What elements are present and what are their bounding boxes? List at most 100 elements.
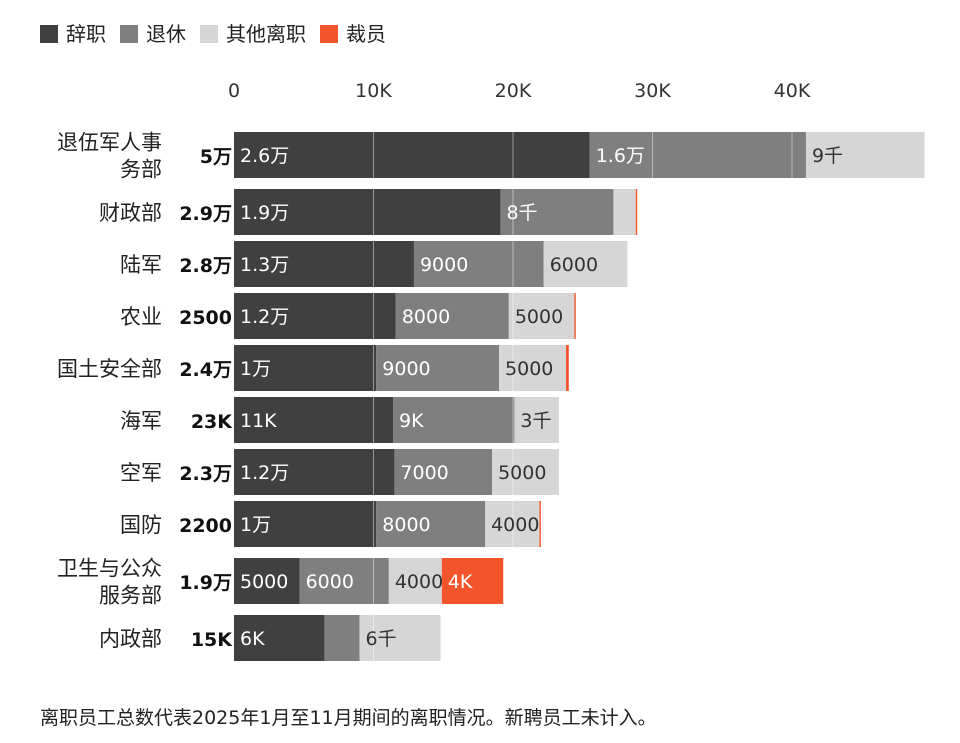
legend-label-2: 其他离职 [226,22,306,46]
x-axis: 0 10K 20K 30K 40K [228,80,811,102]
bar-row5-seg1 [393,397,515,443]
data-label-row8-seg3: 4K [448,571,473,593]
bar-row3-seg3 [574,293,576,339]
category-label-4: 国土安全部 [57,357,162,381]
data-label-row5-seg1: 9K [399,410,424,432]
legend-swatch-3 [320,25,338,43]
total-label-6: 2.3万 [179,463,232,485]
total-label-4: 2.4万 [179,359,232,381]
bar-row5-seg2 [514,397,560,443]
total-label-9: 15K [191,629,233,651]
category-label-7: 国防 [120,513,162,537]
data-label-row0-seg0: 2.6万 [240,145,289,167]
category-label-2: 陆军 [120,253,162,277]
bar-row1-seg3 [635,189,638,235]
legend-swatch-1 [120,25,138,43]
bar-row4-seg3 [566,345,569,391]
bar-row5-seg0 [234,397,394,443]
data-label-row4-seg1: 9000 [382,358,430,380]
bar-row4-seg0 [234,345,377,391]
category-label-0-line0: 退伍军人事 [57,131,162,155]
data-label-row7-seg2: 4000 [491,514,539,536]
data-label-row5-seg2: 3千 [520,410,551,432]
legend-swatch-2 [200,25,218,43]
data-label-row2-seg2: 6000 [550,254,598,276]
bar-row9-seg2 [359,615,441,661]
bar-row7-seg2 [485,501,540,547]
data-label-row7-seg1: 8000 [382,514,430,536]
category-label-9: 内政部 [99,627,162,651]
bar-row7-seg1 [376,501,486,547]
data-label-row4-seg0: 1万 [240,358,271,380]
bar-row7-seg0 [234,501,377,547]
bar-row7-seg3 [539,501,541,547]
total-label-2: 2.8万 [179,255,232,277]
category-label-6: 空军 [120,461,162,485]
bar-row3-seg0 [234,293,396,339]
segment-labels: 2.6万 1.6万 9千 1.9万 8千 1.3万 9000 6000 1.2万 8000 5000… [240,145,843,650]
total-label-0: 5万 [200,146,232,168]
data-label-row7-seg0: 1万 [240,514,271,536]
x-tick-label-3: 30K [634,80,671,102]
legend-swatch-0 [40,25,58,43]
total-label-7: 2200 [179,515,232,537]
bars [234,132,925,661]
stacked-bar-chart: 辞职 退休 其他离职 裁员 2.6万 1.6万 9千 1.9万 8千 1.3万 9000 6000 1… [40,22,925,662]
bar-row6-seg0 [234,449,395,495]
data-label-row8-seg0: 5000 [240,571,288,593]
bar-row8-seg1 [299,558,389,604]
data-label-row6-seg0: 1.2万 [240,462,289,484]
bar-row9-seg0 [234,615,325,661]
data-label-row2-seg0: 1.3万 [240,254,289,276]
data-label-row9-seg0: 6K [240,628,265,650]
data-label-row3-seg2: 5000 [515,306,563,328]
bar-row6-seg2 [492,449,560,495]
bar-row0-seg1 [589,132,806,178]
legend-label-3: 裁员 [346,22,386,46]
bar-row4-seg2 [499,345,567,391]
data-label-row9-seg2: 6千 [366,628,397,650]
bar-row3-seg1 [395,293,509,339]
total-label-8: 1.9万 [179,572,232,594]
bar-row1-seg0 [234,189,501,235]
bar-row9-seg1 [324,615,360,661]
footnote: 离职员工总数代表2025年1月至11月期间的离职情况。新聘员工未计入。 [40,707,657,729]
bar-row2-seg2 [543,241,628,287]
data-label-row3-seg0: 1.2万 [240,306,289,328]
bar-row3-seg2 [508,293,575,339]
bar-row2-seg1 [413,241,544,287]
category-label-5: 海军 [120,409,162,433]
data-label-row5-seg0: 11K [240,410,277,432]
legend: 辞职 退休 其他离职 裁员 [40,22,386,46]
data-label-row3-seg1: 8000 [402,306,450,328]
data-label-row2-seg1: 9000 [420,254,468,276]
bar-row0-seg2 [805,132,925,178]
x-tick-label-4: 40K [774,80,811,102]
data-label-row1-seg0: 1.9万 [240,202,289,224]
data-label-row6-seg1: 7000 [400,462,448,484]
category-label-1: 财政部 [99,201,162,225]
data-label-row0-seg2: 9千 [812,145,843,167]
total-label-5: 23K [191,411,233,433]
category-label-3: 农业 [120,305,162,329]
total-label-3: 2500 [179,307,232,329]
bar-row1-seg2 [613,189,636,235]
bar-row8-seg2 [388,558,442,604]
bar-row8-seg3 [441,558,504,604]
bar-row2-seg0 [234,241,414,287]
data-label-row8-seg2: 4000 [395,571,443,593]
gridlines [373,108,793,662]
data-label-row6-seg2: 5000 [498,462,546,484]
bar-row0-seg0 [234,132,590,178]
bar-row4-seg1 [376,345,500,391]
x-tick-label-1: 10K [355,80,392,102]
category-label-8-line0: 卫生与公众 [57,557,162,581]
x-tick-label-0: 0 [228,80,240,102]
category-label-8-line1: 服务部 [99,584,162,608]
total-label-1: 2.9万 [179,203,232,225]
data-label-row1-seg1: 8千 [506,202,537,224]
bar-row6-seg1 [394,449,493,495]
data-label-row8-seg1: 6000 [306,571,354,593]
category-label-0-line1: 务部 [120,158,162,182]
